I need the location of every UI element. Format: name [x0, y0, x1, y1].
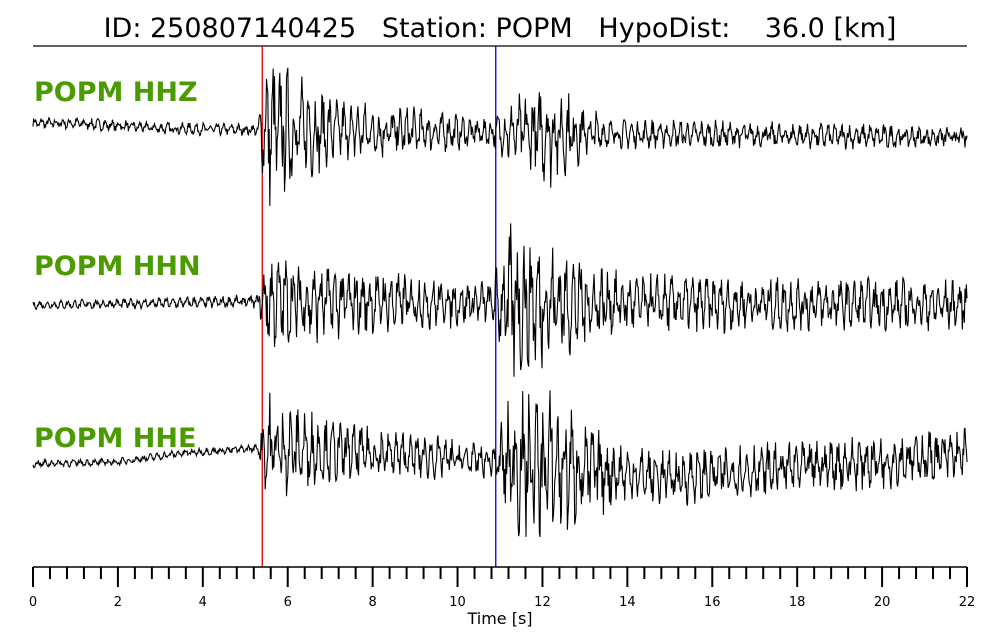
x-tick-label: 12 [534, 595, 551, 610]
x-tick-label: 16 [704, 595, 721, 610]
x-tick-label: 10 [449, 595, 466, 610]
x-tick-label: 18 [789, 595, 806, 610]
x-tick-label: 20 [874, 595, 891, 610]
chart-title: ID: 250807140425 Station: POPM HypoDist:… [104, 13, 897, 44]
x-tick-label: 8 [368, 595, 376, 610]
x-tick-label: 4 [199, 595, 207, 610]
waveform-traces [32, 67, 968, 538]
x-tick-label: 0 [29, 595, 37, 610]
x-tick-label: 14 [619, 595, 636, 610]
trace-line-2 [32, 223, 968, 377]
trace-line-1 [32, 67, 968, 206]
trace-label-2: POPM HHN [34, 251, 201, 282]
trace-line-3 [32, 390, 968, 538]
x-tick-label: 22 [959, 595, 976, 610]
x-tick-label: 6 [284, 595, 292, 610]
x-tick-label: 2 [114, 595, 122, 610]
x-axis-label: Time [s] [466, 609, 532, 628]
trace-labels: POPM HHZ POPM HHN POPM HHE [34, 77, 201, 454]
trace-label-1: POPM HHZ [34, 77, 198, 108]
trace-label-3: POPM HHE [34, 423, 196, 454]
x-axis: 0 2 4 6 8 10 12 14 16 18 20 22 [29, 566, 976, 610]
